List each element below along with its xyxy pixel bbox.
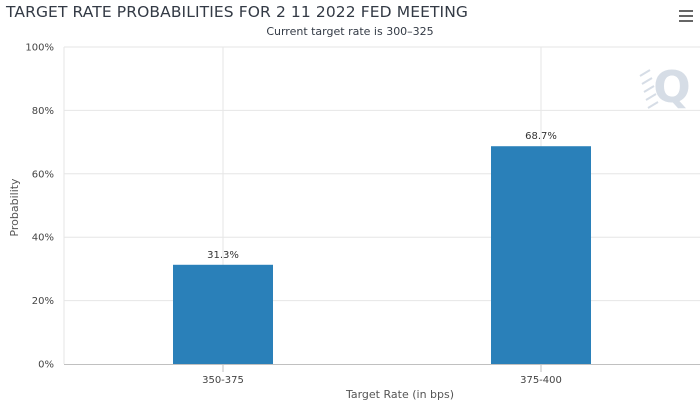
data-label: 68.7% — [525, 131, 557, 142]
y-tick-label: 80% — [32, 106, 54, 117]
watermark-stroke — [647, 101, 659, 109]
grid-lines — [63, 46, 700, 364]
watermark-stroke — [645, 93, 657, 101]
bar-375-400[interactable] — [491, 146, 591, 364]
y-tick-label: 100% — [25, 43, 54, 54]
q-logo-icon: Q — [639, 62, 691, 113]
x-tick-label: 350-375 — [202, 375, 244, 386]
chart-subtitle: Current target rate is 300–325 — [266, 25, 434, 38]
y-tick-label: 60% — [32, 169, 54, 180]
bar-350-375[interactable] — [173, 264, 273, 364]
y-tick-label: 40% — [32, 233, 54, 244]
bars: 31.3% 68.7% — [173, 131, 591, 364]
watermark-stroke — [639, 69, 651, 77]
y-axis-ticks: 0% 20% 40% 60% 80% 100% — [25, 43, 54, 371]
x-axis-ticks: 350-375 375-400 — [64, 364, 700, 386]
watermark-text: Q — [653, 62, 690, 113]
x-axis-title: Target Rate (in bps) — [345, 388, 454, 401]
x-tick-label: 375-400 — [520, 375, 562, 386]
chart-title: TARGET RATE PROBABILITIES FOR 2 11 2022 … — [6, 3, 469, 21]
y-tick-label: 0% — [38, 360, 54, 371]
watermark-stroke — [641, 77, 653, 85]
watermark-stroke — [643, 85, 655, 93]
data-label: 31.3% — [207, 250, 239, 261]
y-tick-label: 20% — [32, 296, 54, 307]
y-axis-title: Probability — [8, 178, 21, 237]
hamburger-menu-icon[interactable] — [679, 10, 693, 22]
